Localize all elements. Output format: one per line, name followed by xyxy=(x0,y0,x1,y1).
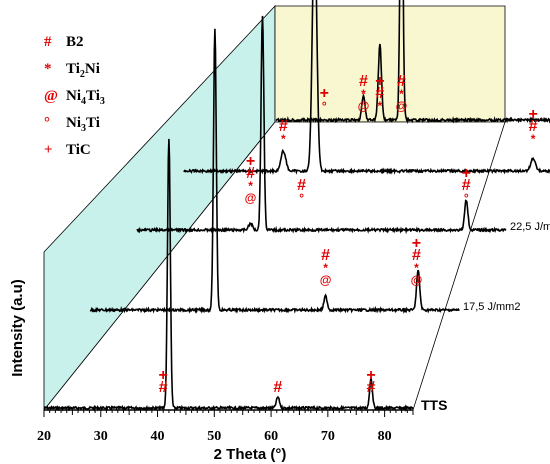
legend-label: TiC xyxy=(66,142,91,158)
phase-marker: @ xyxy=(411,273,423,287)
series-label: 17,5 J/mm2 xyxy=(463,301,520,313)
phase-marker: @ xyxy=(396,99,408,113)
legend-symbol: * xyxy=(44,61,52,77)
legend-item: # B2 xyxy=(44,34,105,61)
series-line-3 xyxy=(183,0,550,175)
phase-marker: * xyxy=(378,99,383,113)
phase-marker: # xyxy=(375,85,384,102)
phase-marker: # xyxy=(297,177,306,194)
legend-item: ° Ni3Ti xyxy=(44,115,105,142)
legend-label: Ni4Ti3 xyxy=(66,88,105,107)
phase-marker: + xyxy=(462,165,471,182)
phase-marker: * xyxy=(399,87,404,101)
x-axis: 20 30 40 50 60 70 80 xyxy=(37,409,414,444)
phase-marker: * xyxy=(361,87,366,101)
legend-symbol: # xyxy=(44,34,52,50)
series-line-0 xyxy=(43,138,414,413)
phase-marker: # xyxy=(246,165,255,182)
phase-marker: # xyxy=(159,379,168,396)
phase-marker: * xyxy=(323,261,328,275)
y-axis-title: Intensity (a.u) xyxy=(9,279,26,377)
marker-layer: #+##+@*#@*#+@*#+°#°#+*#*#+°+@*#*#+@*#@*#… xyxy=(159,73,538,396)
legend-item: @ Ni4Ti3 xyxy=(44,88,105,115)
phase-marker: # xyxy=(367,379,376,396)
phase-marker: + xyxy=(412,235,421,252)
x-tick-label: 50 xyxy=(207,429,221,444)
phase-marker: # xyxy=(321,247,330,264)
phase-marker: @ xyxy=(358,99,370,113)
x-tick-label: 30 xyxy=(94,429,108,444)
phase-marker: # xyxy=(529,118,538,135)
x-tick-label: 60 xyxy=(264,429,278,444)
series-label: TTS xyxy=(421,397,447,413)
legend-label: B2 xyxy=(66,34,84,50)
phase-marker: # xyxy=(462,177,471,194)
phase-marker: ° xyxy=(322,99,327,113)
x-tick-label: 80 xyxy=(378,429,392,444)
x-tick-label: 70 xyxy=(321,429,335,444)
phase-marker: # xyxy=(359,73,368,90)
legend-item: + TiC xyxy=(44,142,105,169)
phase-marker: # xyxy=(412,247,421,264)
series-line-4 xyxy=(275,0,550,125)
series-line-2 xyxy=(136,15,507,235)
phase-marker: + xyxy=(320,85,329,102)
legend-symbol: @ xyxy=(44,88,58,104)
phase-marker: # xyxy=(279,118,288,135)
phase-marker: * xyxy=(281,132,286,146)
legend-item: * Ti2Ni xyxy=(44,61,105,88)
phase-marker: * xyxy=(248,179,253,193)
legend-symbol: ° xyxy=(44,115,50,131)
legend: # B2 * Ti2Ni @ Ni4Ti3 ° Ni3Ti + TiC xyxy=(44,34,105,169)
legend-label: Ti2Ni xyxy=(66,61,100,80)
legend-symbol: + xyxy=(44,142,53,158)
legend-label: Ni3Ti xyxy=(66,115,100,134)
phase-marker: @ xyxy=(245,191,257,205)
phase-marker: @ xyxy=(320,273,332,287)
phase-marker: # xyxy=(273,379,282,396)
phase-marker: * xyxy=(531,132,536,146)
back-wall xyxy=(274,5,506,123)
phase-marker: + xyxy=(159,367,168,384)
x-axis-title: 2 Theta (°) xyxy=(214,446,287,463)
series-line-1 xyxy=(89,28,460,315)
phase-marker: + xyxy=(528,106,537,123)
phase-marker: + xyxy=(366,367,375,384)
phase-marker: + xyxy=(246,153,255,170)
x-tick-label: 20 xyxy=(37,429,51,444)
phase-marker: # xyxy=(397,73,406,90)
phase-marker: ° xyxy=(464,191,469,205)
x-tick-label: 40 xyxy=(151,429,165,444)
phase-marker: + xyxy=(375,73,384,90)
series-label: 22,5 J/mm2 xyxy=(510,221,550,233)
phase-marker: ° xyxy=(299,191,304,205)
phase-marker: * xyxy=(414,261,419,275)
